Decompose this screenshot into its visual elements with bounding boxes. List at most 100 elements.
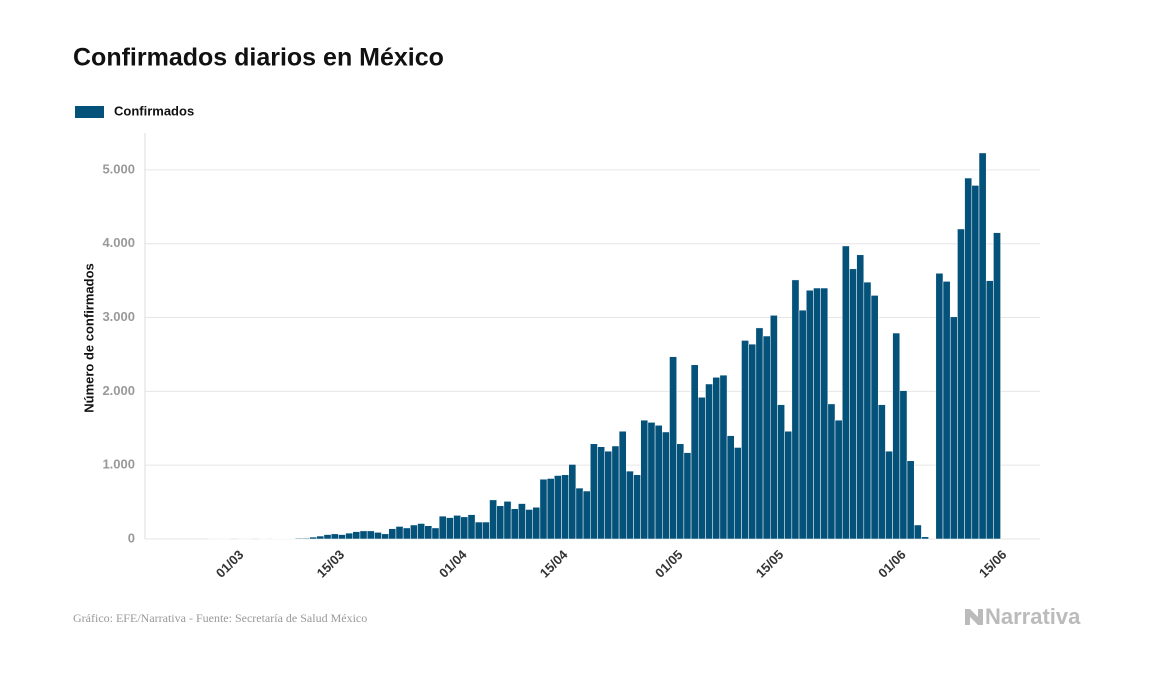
- bar: [993, 233, 1000, 539]
- bar: [288, 538, 295, 539]
- bar: [338, 535, 345, 539]
- bar: [943, 281, 950, 539]
- x-tick-label: 15/03: [314, 547, 348, 581]
- bar: [763, 336, 770, 539]
- bar: [965, 178, 972, 539]
- bar: [367, 531, 374, 539]
- bar: [777, 405, 784, 539]
- brand-logo: Narrativa: [985, 604, 1081, 629]
- x-tick-label: 15/04: [537, 546, 571, 580]
- y-tick-label: 5.000: [102, 161, 135, 176]
- bar: [655, 425, 662, 539]
- bar: [310, 537, 317, 539]
- bar: [957, 229, 964, 539]
- bar: [597, 447, 604, 539]
- bar: [562, 475, 569, 539]
- bar: [468, 515, 475, 539]
- bar: [360, 531, 367, 539]
- bar: [770, 315, 777, 539]
- bar: [518, 504, 525, 539]
- bar: [446, 518, 453, 539]
- bar: [612, 446, 619, 539]
- bar: [734, 447, 741, 539]
- bar: [720, 375, 727, 539]
- bar: [547, 478, 554, 539]
- chart-title: Confirmados diarios en México: [73, 44, 444, 72]
- bar: [972, 185, 979, 539]
- bar: [633, 475, 640, 539]
- bar: [691, 365, 698, 539]
- bar: [677, 444, 684, 539]
- bar: [979, 153, 986, 539]
- bar: [418, 523, 425, 539]
- bar: [331, 534, 338, 539]
- bar: [648, 422, 655, 539]
- bar: [533, 507, 540, 539]
- bar: [526, 509, 533, 539]
- bar: [540, 479, 547, 539]
- bar: [389, 529, 396, 539]
- bar: [324, 535, 331, 539]
- legend-label: Confirmados: [114, 103, 194, 118]
- bar: [590, 444, 597, 539]
- bar: [353, 532, 360, 539]
- bar: [475, 522, 482, 539]
- x-tick-label: 01/03: [213, 547, 247, 581]
- bar: [813, 288, 820, 539]
- bar: [569, 464, 576, 539]
- y-axis-label: Número de confirmados: [81, 263, 96, 413]
- bar: [893, 333, 900, 539]
- bar: [482, 522, 489, 539]
- bar: [878, 405, 885, 539]
- bar: [756, 328, 763, 539]
- bar: [497, 506, 504, 539]
- bar: [936, 273, 943, 539]
- y-tick-label: 4.000: [102, 235, 135, 250]
- bar: [849, 269, 856, 539]
- bar: [432, 528, 439, 539]
- bar: [857, 255, 864, 539]
- bar: [425, 526, 432, 539]
- y-tick-label: 2.000: [102, 383, 135, 398]
- bar: [828, 404, 835, 539]
- bar: [504, 501, 511, 539]
- y-tick-label: 0: [128, 530, 135, 545]
- bar: [403, 528, 410, 539]
- bar: [669, 357, 676, 539]
- bar: [885, 451, 892, 539]
- x-tick-label: 15/06: [976, 547, 1010, 581]
- bar: [799, 310, 806, 539]
- bar: [511, 509, 518, 539]
- bar: [864, 282, 871, 539]
- bar: [900, 391, 907, 539]
- bar: [821, 288, 828, 539]
- x-tick-label: 01/06: [875, 547, 909, 581]
- bar: [619, 431, 626, 539]
- bar: [986, 281, 993, 539]
- brand-logo-icon: [965, 609, 983, 625]
- bar: [842, 246, 849, 539]
- bar: [698, 397, 705, 539]
- bar: [871, 295, 878, 539]
- bar: [454, 515, 461, 539]
- bar: [302, 538, 309, 539]
- bar: [461, 517, 468, 539]
- x-tick-label: 15/05: [753, 547, 787, 581]
- x-tick-label: 01/05: [652, 547, 686, 581]
- bar: [382, 534, 389, 539]
- bar: [749, 344, 756, 539]
- bar: [806, 290, 813, 539]
- bar: [921, 537, 928, 539]
- bar: [713, 377, 720, 539]
- bar: [741, 340, 748, 539]
- bar: [705, 384, 712, 539]
- legend-swatch: [75, 106, 104, 118]
- y-tick-label: 3.000: [102, 309, 135, 324]
- bar: [439, 516, 446, 539]
- bar: [346, 533, 353, 539]
- bar: [583, 491, 590, 539]
- bar: [317, 536, 324, 539]
- bar: [950, 317, 957, 539]
- bar: [374, 532, 381, 539]
- bar: [554, 476, 561, 539]
